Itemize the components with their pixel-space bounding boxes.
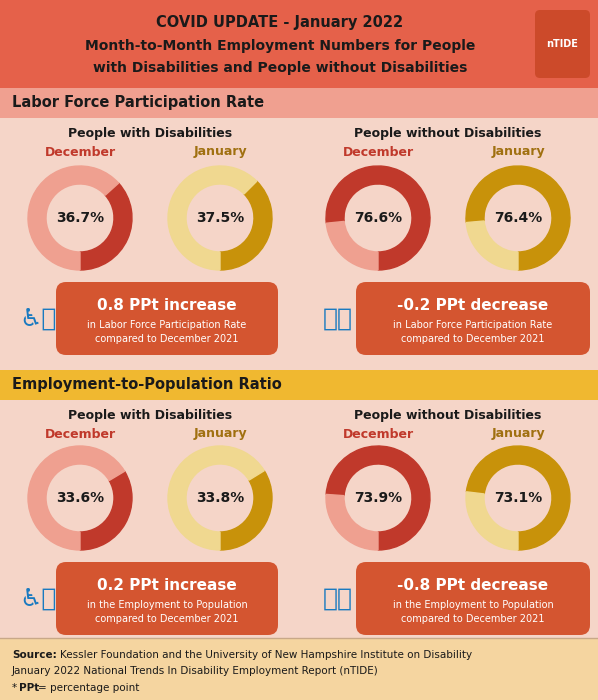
- Wedge shape: [326, 494, 378, 550]
- Text: 73.9%: 73.9%: [354, 491, 402, 505]
- Text: People without Disabilities: People without Disabilities: [354, 127, 542, 141]
- Wedge shape: [466, 166, 570, 270]
- Text: in Labor Force Participation Rate
compared to December 2021: in Labor Force Participation Rate compar…: [393, 321, 553, 344]
- Text: People without Disabilities: People without Disabilities: [354, 410, 542, 423]
- Wedge shape: [327, 221, 378, 270]
- FancyBboxPatch shape: [535, 10, 590, 78]
- Text: Source:: Source:: [12, 650, 57, 660]
- Text: January: January: [491, 428, 545, 440]
- Text: nTIDE: nTIDE: [546, 39, 578, 49]
- Wedge shape: [28, 166, 118, 270]
- Text: 33.8%: 33.8%: [196, 491, 244, 505]
- Text: PPt: PPt: [19, 683, 39, 693]
- Text: People with Disabilities: People with Disabilities: [68, 410, 232, 423]
- Wedge shape: [466, 221, 518, 270]
- Wedge shape: [466, 492, 518, 550]
- FancyBboxPatch shape: [0, 0, 598, 88]
- Text: ♿👤: ♿👤: [19, 307, 57, 330]
- Text: 👤👤: 👤👤: [323, 587, 353, 610]
- Text: December: December: [343, 146, 414, 158]
- FancyBboxPatch shape: [0, 88, 598, 118]
- FancyBboxPatch shape: [56, 562, 278, 635]
- FancyBboxPatch shape: [356, 562, 590, 635]
- Text: 76.4%: 76.4%: [494, 211, 542, 225]
- Wedge shape: [466, 446, 570, 550]
- Text: 73.1%: 73.1%: [494, 491, 542, 505]
- Text: People with Disabilities: People with Disabilities: [68, 127, 232, 141]
- Text: January: January: [491, 146, 545, 158]
- Text: -0.8 PPt decrease: -0.8 PPt decrease: [398, 578, 548, 594]
- Text: ♿👤: ♿👤: [19, 587, 57, 610]
- Text: in the Employment to Population
compared to December 2021: in the Employment to Population compared…: [393, 601, 553, 624]
- Text: Labor Force Participation Rate: Labor Force Participation Rate: [12, 95, 264, 111]
- FancyBboxPatch shape: [0, 400, 598, 620]
- Text: -0.2 PPt decrease: -0.2 PPt decrease: [398, 298, 548, 314]
- Text: Month-to-Month Employment Numbers for People: Month-to-Month Employment Numbers for Pe…: [85, 39, 475, 53]
- Wedge shape: [326, 166, 430, 270]
- Text: January 2022 National Trends In Disability Employment Report (nTIDE): January 2022 National Trends In Disabili…: [12, 666, 379, 676]
- Wedge shape: [220, 470, 272, 550]
- FancyBboxPatch shape: [0, 638, 598, 700]
- Wedge shape: [168, 166, 257, 270]
- Text: in Labor Force Participation Rate
compared to December 2021: in Labor Force Participation Rate compar…: [87, 321, 246, 344]
- Text: 33.6%: 33.6%: [56, 491, 104, 505]
- FancyBboxPatch shape: [0, 118, 598, 370]
- Wedge shape: [168, 446, 264, 550]
- Text: January: January: [193, 428, 247, 440]
- Text: 37.5%: 37.5%: [196, 211, 244, 225]
- Text: COVID UPDATE - January 2022: COVID UPDATE - January 2022: [157, 15, 404, 29]
- Text: *: *: [12, 683, 20, 693]
- Wedge shape: [28, 446, 124, 550]
- Wedge shape: [80, 183, 132, 270]
- FancyBboxPatch shape: [356, 282, 590, 355]
- Text: Kessler Foundation and the University of New Hampshire Institute on Disability: Kessler Foundation and the University of…: [60, 650, 472, 660]
- Text: January: January: [193, 146, 247, 158]
- FancyBboxPatch shape: [56, 282, 278, 355]
- Wedge shape: [80, 471, 132, 550]
- Wedge shape: [220, 181, 272, 270]
- Text: December: December: [343, 428, 414, 440]
- FancyBboxPatch shape: [0, 370, 598, 400]
- Text: 0.8 PPt increase: 0.8 PPt increase: [97, 298, 237, 314]
- Text: with Disabilities and People without Disabilities: with Disabilities and People without Dis…: [93, 61, 467, 75]
- Wedge shape: [326, 446, 430, 550]
- Text: in the Employment to Population
compared to December 2021: in the Employment to Population compared…: [87, 601, 248, 624]
- Text: 36.7%: 36.7%: [56, 211, 104, 225]
- Text: Employment-to-Population Ratio: Employment-to-Population Ratio: [12, 377, 282, 393]
- Text: December: December: [44, 146, 115, 158]
- Text: 76.6%: 76.6%: [354, 211, 402, 225]
- Text: = percentage point: = percentage point: [38, 683, 139, 693]
- Text: December: December: [44, 428, 115, 440]
- Text: 0.2 PPt increase: 0.2 PPt increase: [97, 578, 237, 594]
- Text: 👤👤: 👤👤: [323, 307, 353, 330]
